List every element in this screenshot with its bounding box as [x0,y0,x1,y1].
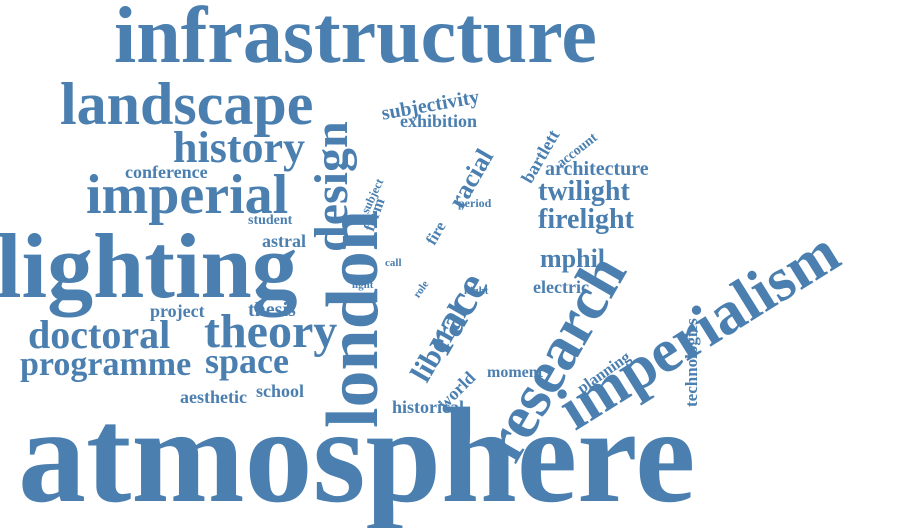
word-student: student [248,213,293,228]
word-light: light [352,279,374,291]
word-school: school [256,381,305,401]
word-mphil: mphil [540,244,606,273]
word-moment: moment [487,364,543,381]
word-project: project [150,301,205,321]
word-electric: electric [533,277,589,297]
word-aesthetic: aesthetic [180,387,247,407]
word-design: design [305,121,358,252]
word-firelight: firelight [538,204,634,235]
word-fire: fire [423,218,450,248]
word-astral: astral [262,231,306,251]
word-history: history [173,123,305,172]
word-programme: programme [20,346,192,383]
word-theory: theory [204,305,338,358]
word-historical: historical [392,397,464,417]
word-technologies: technologies [682,318,701,407]
word-thesis: thesis [248,299,296,321]
word-twilight: twilight [538,176,630,207]
word-call: call [385,257,402,269]
word-infrastructure: infrastructure [114,0,597,80]
word-role: role [411,278,432,301]
word-lighting: lighting [0,215,298,317]
word-atmosphere: atmosphere [18,381,696,528]
word-space: space [205,341,289,381]
word-conference: conference [125,162,208,182]
word-architecture: architecture [545,158,649,180]
word-exhibition: exhibition [400,111,478,131]
word-doctoral: doctoral [28,312,171,357]
word-imperial: imperial [86,164,289,226]
word-night: night [464,285,489,297]
word-period: period [458,196,492,210]
word-landscape: landscape [60,71,314,137]
